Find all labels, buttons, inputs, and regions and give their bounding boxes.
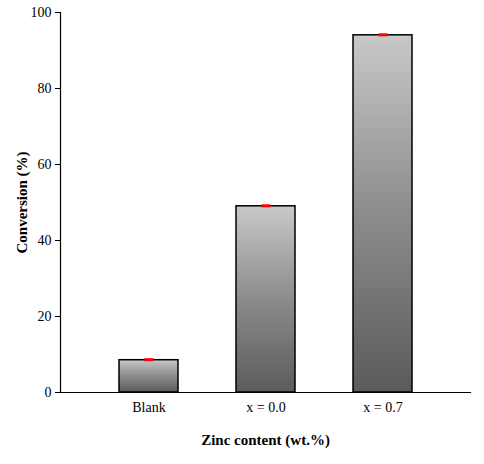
svg-text:0: 0 <box>45 385 52 400</box>
svg-text:60: 60 <box>38 157 52 172</box>
svg-text:Blank: Blank <box>132 400 165 415</box>
svg-text:Conversion (%): Conversion (%) <box>14 151 31 253</box>
svg-text:100: 100 <box>31 5 52 20</box>
svg-text:80: 80 <box>38 81 52 96</box>
svg-text:20: 20 <box>38 309 52 324</box>
svg-text:40: 40 <box>38 233 52 248</box>
svg-text:x = 0.0: x = 0.0 <box>246 400 285 415</box>
svg-text:Zinc content (wt.%): Zinc content (wt.%) <box>201 432 330 449</box>
svg-text:x = 0.7: x = 0.7 <box>363 400 402 415</box>
